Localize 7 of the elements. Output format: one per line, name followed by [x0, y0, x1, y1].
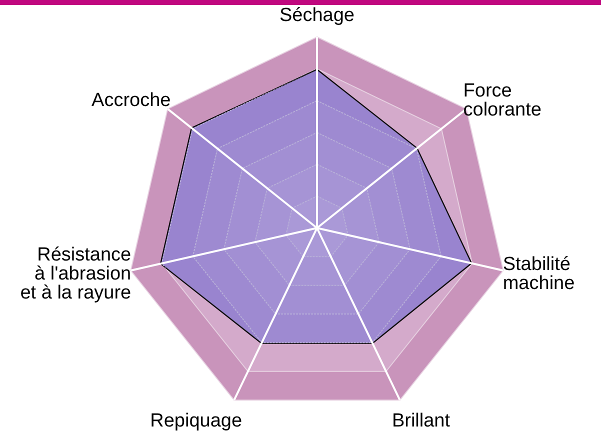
spoke-label: Accroche — [92, 90, 171, 112]
spoke-label: Stabilité machine — [502, 254, 575, 294]
spoke-label: Séchage — [279, 5, 355, 26]
spoke-label: Repiquage — [150, 410, 242, 432]
spoke-label: Brillant — [392, 410, 451, 432]
spoke-label: Résistance à l'abrasion et à la rayure — [20, 244, 132, 304]
spoke-label: Force colorante — [463, 80, 542, 121]
